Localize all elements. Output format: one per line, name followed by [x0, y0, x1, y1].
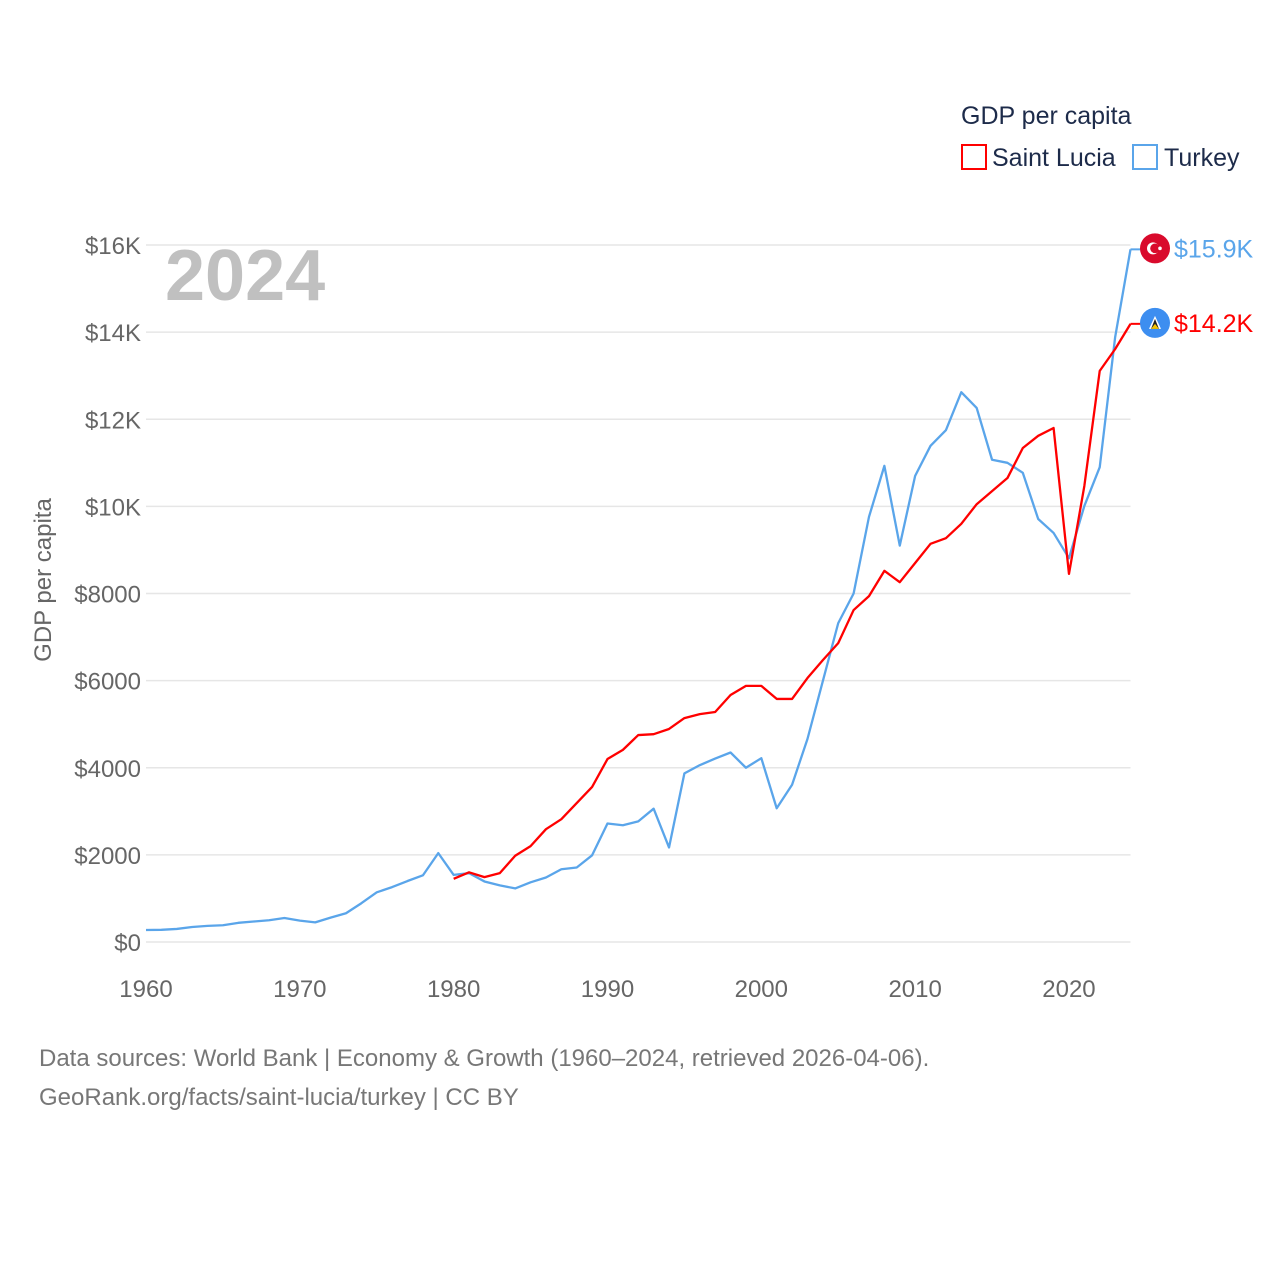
y-tick-label: $6000	[74, 669, 141, 696]
y-tick-label: $2000	[74, 843, 141, 870]
source-link[interactable]: GeoRank.org/facts/saint-lucia/turkey | C…	[39, 1084, 519, 1111]
source-line: Data sources: World Bank | Economy & Gro…	[39, 1045, 930, 1072]
legend-title: GDP per capita	[961, 102, 1132, 130]
y-tick-label: $12K	[85, 407, 141, 434]
legend-swatch	[961, 144, 987, 170]
legend-item-turkey[interactable]: Turkey	[1132, 144, 1240, 172]
legend-label: Saint Lucia	[992, 144, 1116, 172]
triangle-icon	[1151, 323, 1159, 329]
y-axis-label: GDP per capita	[30, 498, 57, 662]
y-tick-label: $4000	[74, 756, 141, 783]
x-tick-label: 2010	[888, 976, 941, 1003]
series-line-saint-lucia	[453, 323, 1132, 880]
series-line-turkey	[145, 249, 1132, 932]
x-tick-label: 1980	[427, 976, 480, 1003]
legend-swatch	[1132, 144, 1158, 170]
x-tick-label: 2000	[735, 976, 788, 1003]
y-tick-label: $10K	[85, 494, 141, 521]
crescent-icon	[1150, 243, 1160, 254]
legend-item-saint-lucia[interactable]: Saint Lucia	[961, 144, 1116, 172]
x-tick-label: 1970	[273, 976, 326, 1003]
y-tick-label: $0	[114, 930, 141, 957]
y-tick-label: $8000	[74, 582, 141, 609]
end-value-label: $15.9K	[1174, 235, 1254, 263]
x-tick-label: 2020	[1042, 976, 1095, 1003]
star-icon	[1158, 246, 1162, 251]
x-tick-label: 1990	[581, 976, 634, 1003]
x-tick-label: 1960	[119, 976, 172, 1003]
end-value-label: $14.2K	[1174, 310, 1254, 338]
year-label: 2024	[165, 236, 325, 316]
legend-label: Turkey	[1164, 144, 1240, 172]
y-tick-label: $16K	[85, 233, 141, 260]
y-tick-label: $14K	[85, 320, 141, 347]
